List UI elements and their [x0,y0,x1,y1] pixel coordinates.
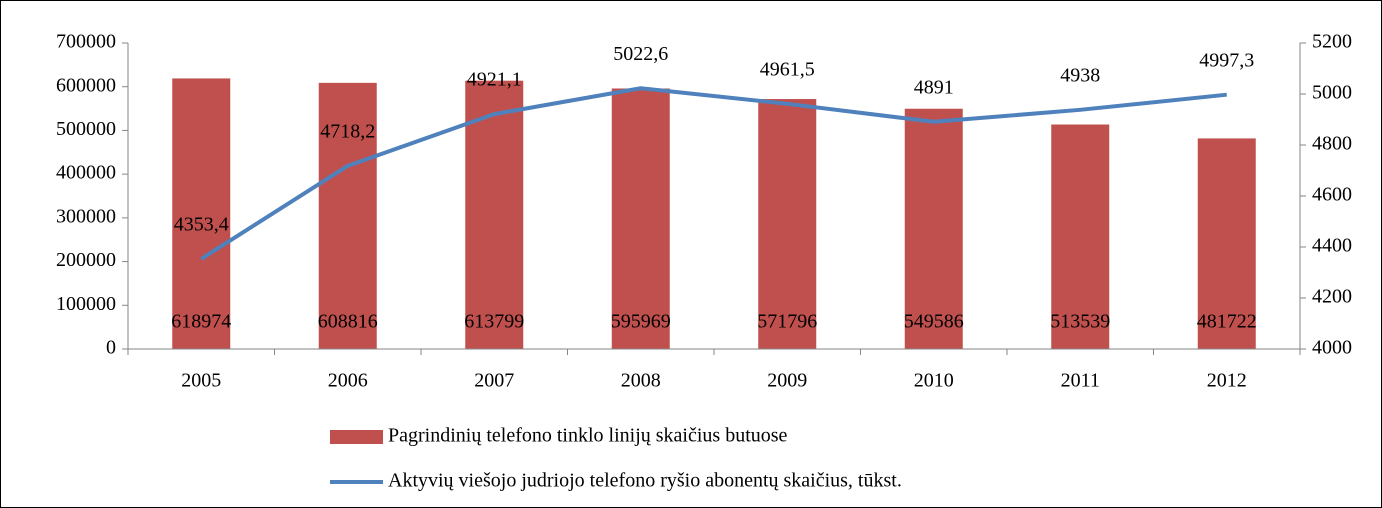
bar [318,82,377,349]
bar [465,80,524,349]
bar [1051,124,1110,349]
x-tick-label: 2012 [1207,370,1247,392]
bar [611,88,670,349]
legend-label: Aktyvių viešojo judriojo telefono ryšio … [388,470,902,492]
bar [904,108,963,349]
y-tick-label: 200000 [56,249,116,271]
x-tick-label: 2008 [621,370,661,392]
x-tick-label: 2006 [328,370,368,392]
line-value-label: 4938 [1060,64,1100,86]
y2-tick-label: 5200 [1312,31,1352,53]
bar-value-label: 481722 [1197,311,1257,333]
y2-tick-label: 4200 [1312,286,1352,308]
bar [1197,138,1256,349]
bar-value-label: 608816 [318,311,378,333]
bar-value-label: 595969 [611,311,671,333]
y2-tick-label: 5000 [1312,82,1352,104]
legend-label: Pagrindinių telefono tinklo linijų skaič… [388,425,788,447]
y-tick-label: 600000 [56,74,116,96]
bar [758,99,817,350]
line-value-label: 4891 [914,76,954,98]
y-tick-label: 400000 [56,162,116,184]
line-value-label: 4353,4 [174,213,229,235]
line-value-label: 4921,1 [467,69,522,91]
y-tick-label: 300000 [56,205,116,227]
bar [172,78,231,350]
y-tick-label: 100000 [56,293,116,315]
bar-value-label: 513539 [1050,311,1110,333]
line-value-label: 5022,6 [613,43,668,65]
legend-swatch [330,430,383,444]
line-value-label: 4718,2 [320,120,375,142]
bar-value-label: 613799 [464,311,524,333]
bar-value-label: 618974 [171,311,231,333]
x-tick-label: 2007 [474,370,514,392]
bar-value-label: 549586 [904,311,964,333]
y2-tick-label: 4800 [1312,133,1352,155]
y2-tick-label: 4600 [1312,184,1352,206]
x-tick-label: 2011 [1061,370,1100,392]
x-tick-label: 2010 [914,370,954,392]
y2-tick-label: 4000 [1312,337,1352,359]
line [200,86,1227,261]
y-tick-label: 0 [106,337,116,359]
line-value-label: 4961,5 [760,58,815,80]
y-tick-label: 700000 [56,31,116,53]
line-value-label: 4997,3 [1199,49,1254,71]
x-tick-label: 2005 [181,370,221,392]
y2-tick-label: 4400 [1312,235,1352,257]
y-tick-label: 500000 [56,118,116,140]
bar-value-label: 571796 [757,311,817,333]
x-tick-label: 2009 [767,370,807,392]
